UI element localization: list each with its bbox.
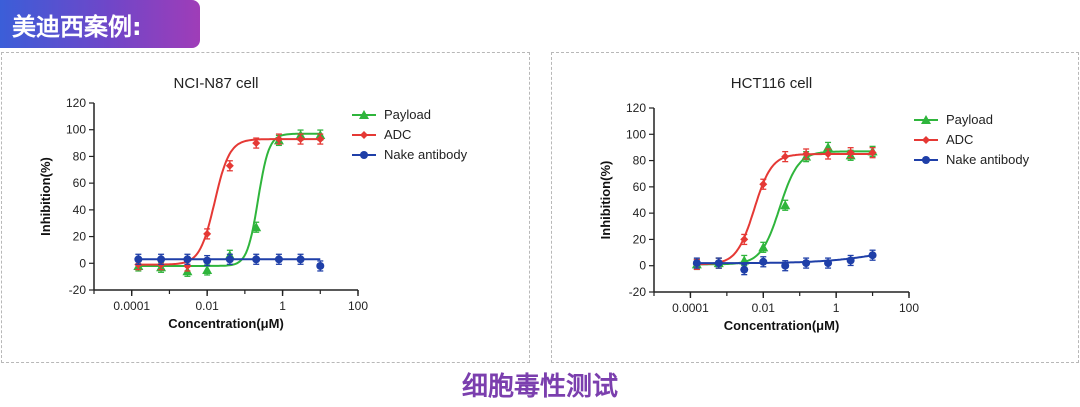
data-point-diamond [824,150,833,158]
data-point-circle [296,255,305,264]
x-tick-label: 0.0001 [672,301,709,315]
data-point-diamond [781,152,790,161]
y-tick-label: 20 [633,232,647,246]
data-point-triangle [758,242,769,252]
data-point-diamond [252,139,261,148]
data-point-circle [846,256,855,265]
chart-title: HCT116 cell [731,75,812,92]
data-point-circle [714,259,723,268]
data-point-circle [183,255,192,264]
legend-label: Nake antibody [946,152,1030,167]
y-tick-label: -20 [69,283,87,297]
y-tick-label: 60 [633,180,647,194]
legend-marker-triangle [921,115,931,124]
data-point-diamond [868,148,877,157]
y-tick-label: 120 [66,96,86,110]
legend-marker-triangle [359,110,369,119]
data-point-diamond [316,135,325,144]
data-point-diamond [274,135,283,144]
chart-title: NCI-N87 cell [173,75,258,92]
data-point-diamond [203,229,212,238]
data-point-circle [740,265,749,274]
x-tick-label: 100 [348,299,368,313]
chart-hct116: HCT116 cell -20 0 20 40 60 80 100 120 0.0001 0.01 1… [598,75,1030,333]
data-point-diamond [225,161,234,170]
legend-label: Payload [384,107,431,122]
data-point-circle [225,255,234,264]
y-tick-label: 120 [626,101,646,115]
x-tick-label: 0.01 [195,299,219,313]
y-tick-label: 0 [639,259,646,273]
legend-marker-diamond [922,136,930,144]
y-axis-title: Inhibition(%) [38,157,53,236]
y-tick-label: 0 [79,256,86,270]
data-point-circle [824,259,833,268]
data-point-triangle [251,222,262,232]
y-tick-label: 40 [633,206,647,220]
x-axis-title: Concentration(μM) [724,318,840,333]
data-point-diamond [296,135,305,144]
legend-marker-circle [922,156,930,164]
y-tick-label: 80 [633,154,647,168]
data-point-circle [157,255,166,264]
legend-marker-diamond [360,131,368,139]
legend-label: Nake antibody [384,147,468,162]
y-tick-label: 60 [73,176,87,190]
data-point-circle [759,257,768,266]
y-tick-label: 20 [73,230,87,244]
legend-label: Payload [946,112,993,127]
data-point-circle [203,256,212,265]
data-point-circle [274,255,283,264]
chart-panel-right: HCT116 cell -20 0 20 40 60 80 100 120 0.0001 0.01 1… [551,52,1079,363]
data-point-triangle [780,200,791,210]
y-tick-label: 100 [626,127,646,141]
legend-label: ADC [946,132,973,147]
y-tick-label: 80 [73,149,87,163]
header-title: 美迪西案例: [12,12,142,41]
series-line-payload [138,132,321,267]
chart-nci-n87: NCI-N87 cell -20 0 20 40 60 80 100 120 0.0001 0.01… [38,75,468,331]
data-point-circle [692,259,701,268]
data-point-circle [868,251,877,260]
data-point-circle [134,255,143,264]
header-banner: 美迪西案例: [0,0,200,48]
data-point-circle [802,259,811,268]
x-tick-label: 1 [833,301,840,315]
data-point-diamond [846,148,855,157]
legend-label: ADC [384,127,411,142]
data-point-triangle [202,264,213,274]
x-axis-title: Concentration(μM) [168,316,284,331]
x-tick-label: 1 [279,299,286,313]
data-point-circle [781,261,790,270]
y-tick-label: 40 [73,203,87,217]
x-tick-label: 100 [899,301,919,315]
data-point-circle [316,261,325,270]
series-line-adc [138,138,321,266]
x-tick-label: 0.0001 [113,299,150,313]
caption: 细胞毒性测试 [461,372,618,402]
legend-marker-circle [360,151,368,159]
y-tick-label: -20 [629,285,647,299]
data-point-circle [252,255,261,264]
data-point-diamond [740,235,749,244]
data-point-diamond [802,150,811,158]
x-tick-label: 0.01 [752,301,776,315]
chart-panel-left: NCI-N87 cell -20 0 20 40 60 80 100 120 0.0001 0.01… [1,52,530,363]
y-tick-label: 100 [66,123,86,137]
data-point-diamond [759,180,768,189]
y-axis-title: Inhibition(%) [598,161,613,240]
